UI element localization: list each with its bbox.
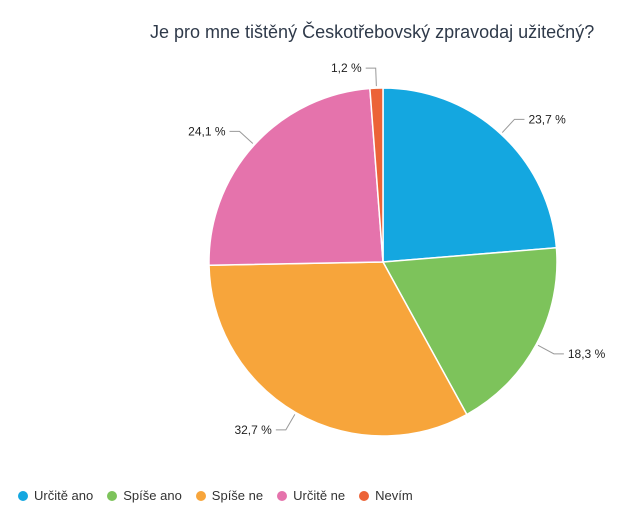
leader-line-3	[275, 414, 296, 431]
legend-dot-icon	[277, 490, 288, 501]
pie-slice-2	[381, 246, 558, 416]
slice-label-5: 1,2 %	[331, 61, 362, 75]
legend-item-4: Určitě ne	[277, 488, 345, 503]
legend-item-3: Spíše ne	[195, 488, 264, 503]
leader-line-5	[365, 67, 377, 87]
slice-label-1: 23,7 %	[528, 112, 566, 126]
legend-label: Určitě ne	[293, 488, 346, 503]
legend-dot-icon	[107, 490, 118, 501]
legend-label: Spíše ne	[211, 488, 264, 503]
legend: Určitě ano Spíše ano Spíše ne Určitě ne Neví…	[18, 488, 427, 503]
slice-label-4: 24,1 %	[188, 124, 226, 138]
pie-chart: 23,7 % 18,3 % 32,7 % 24,1 % 1,2 %	[188, 61, 606, 437]
legend-label: Nevím	[375, 488, 413, 503]
leader-line-2	[537, 344, 564, 355]
leader-line-4	[229, 130, 254, 144]
slice-label-2: 18,3 %	[568, 347, 606, 361]
legend-dot-icon	[195, 490, 206, 501]
legend-label: Určitě ano	[34, 488, 94, 503]
legend-dot-icon	[18, 490, 28, 501]
legend-item-2: Spíše ano	[107, 488, 182, 503]
legend-dot-icon	[359, 490, 370, 501]
chart-title: Je pro mne tištěný Českotřebovský zpravo…	[150, 22, 595, 42]
legend-item-1: Určitě ano	[18, 488, 93, 503]
leader-line-1	[501, 118, 525, 133]
pie-slice-1	[382, 87, 558, 263]
legend-item-5: Nevím	[359, 488, 413, 503]
legend-label: Spíše ano	[123, 488, 182, 503]
pie-slice-5	[369, 87, 384, 263]
pie-slice-4	[208, 87, 384, 267]
slice-label-3: 32,7 %	[234, 423, 272, 437]
pie-slice-3	[208, 261, 468, 437]
